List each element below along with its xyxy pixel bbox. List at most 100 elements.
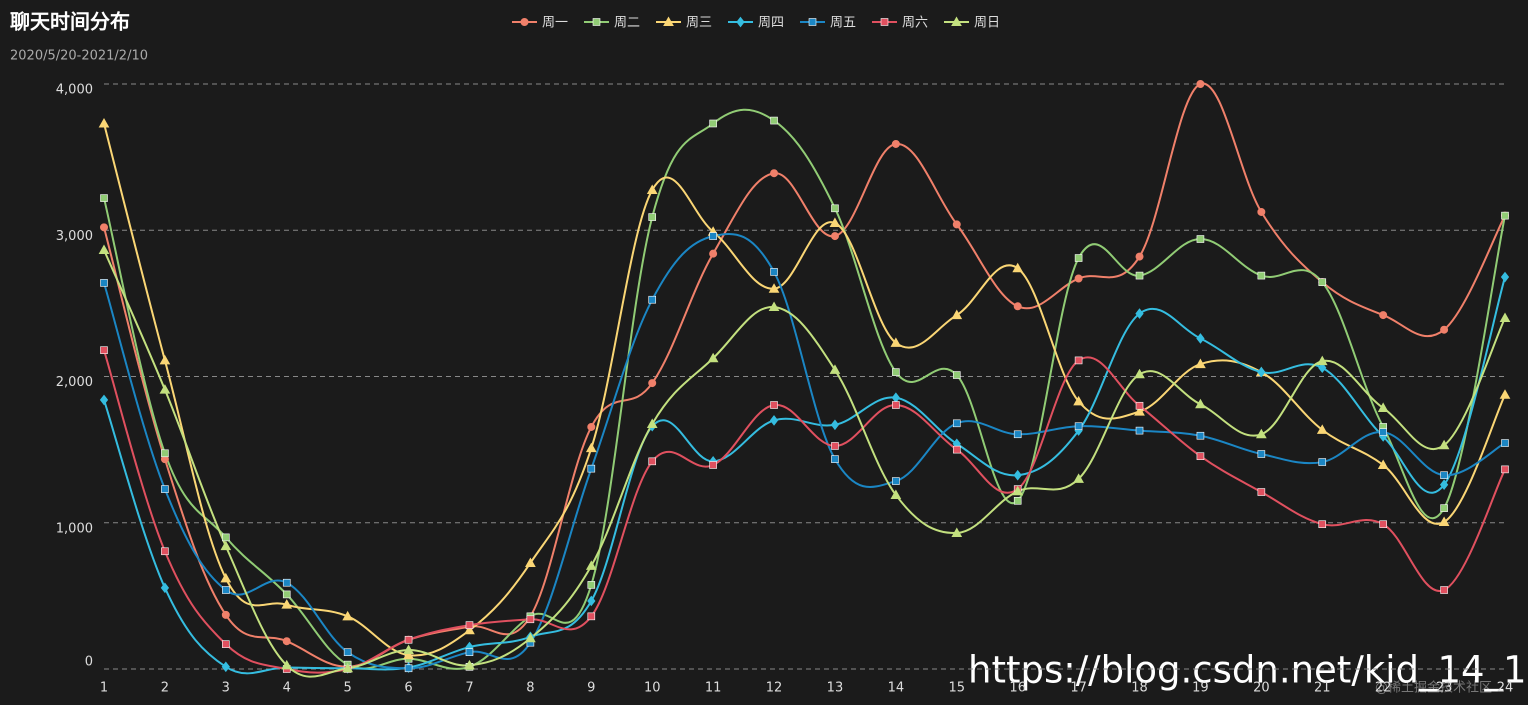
marker	[1135, 271, 1144, 280]
marker	[1439, 479, 1449, 491]
x-tick-label: 13	[827, 681, 844, 696]
marker	[585, 560, 597, 570]
marker	[892, 477, 900, 485]
marker	[1499, 389, 1511, 399]
marker	[1440, 471, 1448, 480]
marker	[222, 586, 230, 594]
marker	[464, 659, 475, 670]
marker	[160, 582, 170, 594]
marker	[808, 18, 817, 26]
marker	[951, 309, 963, 320]
x-tick-label: 18	[1131, 681, 1148, 696]
marker	[1013, 497, 1022, 505]
x-tick-label: 22	[1375, 681, 1392, 696]
marker	[1074, 254, 1083, 262]
marker	[525, 557, 536, 567]
marker	[648, 213, 657, 221]
x-tick-label: 1	[100, 681, 108, 696]
marker	[1438, 439, 1450, 450]
marker	[648, 295, 657, 304]
marker	[1379, 520, 1387, 529]
marker	[1134, 368, 1145, 379]
marker	[1501, 439, 1509, 447]
marker	[585, 442, 597, 453]
x-tick-label: 20	[1253, 681, 1270, 696]
marker	[98, 117, 110, 128]
marker	[892, 401, 900, 409]
marker	[1316, 355, 1328, 366]
marker	[1074, 356, 1083, 365]
y-tick-label: 1,000	[56, 521, 93, 536]
marker	[1196, 452, 1205, 461]
marker	[831, 204, 839, 213]
marker	[1318, 458, 1327, 466]
x-tick-label: 16	[1009, 681, 1026, 696]
watermark: https://blog.csdn.net/kid_14_12	[968, 649, 1528, 692]
legend-item: 周三	[656, 16, 712, 31]
marker	[709, 249, 718, 258]
x-tick-label: 19	[1192, 681, 1209, 696]
series-line	[103, 249, 1506, 678]
marker	[1377, 459, 1389, 469]
marker	[281, 659, 293, 670]
marker	[830, 419, 840, 431]
legend-label: 周日	[974, 16, 1000, 31]
marker	[1196, 431, 1205, 440]
marker	[1257, 366, 1266, 378]
marker	[1012, 262, 1024, 273]
marker	[1074, 422, 1083, 431]
marker	[100, 194, 108, 202]
marker	[282, 590, 291, 599]
watermark: @稀土掘金技术社区	[1375, 680, 1492, 696]
series-line	[103, 82, 1506, 668]
x-tick-label: 15	[949, 681, 966, 696]
marker	[1257, 488, 1266, 496]
marker	[465, 648, 474, 656]
marker	[221, 610, 230, 619]
marker	[525, 632, 536, 643]
x-tick-label: 9	[587, 681, 595, 696]
marker	[770, 401, 778, 409]
marker	[1440, 586, 1448, 594]
marker	[1257, 271, 1266, 280]
marker	[709, 461, 717, 469]
marker	[831, 455, 839, 463]
marker	[342, 610, 354, 621]
legend-label: 周二	[614, 16, 640, 31]
marker	[646, 418, 658, 429]
marker	[1074, 274, 1083, 283]
legend-label: 周六	[902, 16, 928, 31]
marker	[404, 635, 413, 644]
marker	[100, 223, 108, 232]
marker	[891, 392, 901, 404]
marker	[951, 527, 963, 537]
legend-label: 周三	[686, 16, 712, 31]
marker	[1318, 362, 1327, 374]
marker	[161, 485, 169, 493]
chart-subtitle: 2020/5/20-2021/2/10	[10, 49, 148, 64]
marker	[769, 415, 779, 426]
x-tick-label: 12	[766, 681, 783, 696]
marker	[342, 662, 354, 673]
x-tick-label: 10	[644, 681, 661, 696]
marker	[1196, 333, 1205, 344]
marker	[1196, 80, 1205, 88]
marker	[1195, 398, 1206, 409]
marker	[770, 116, 778, 125]
marker	[1073, 473, 1084, 483]
marker	[526, 615, 535, 624]
marker	[1013, 430, 1022, 439]
marker	[1255, 428, 1267, 439]
marker	[830, 232, 839, 241]
marker	[892, 368, 900, 376]
marker	[587, 595, 596, 607]
x-tick-label: 21	[1314, 681, 1331, 696]
marker	[1440, 504, 1448, 512]
x-tick-label: 11	[705, 681, 722, 696]
marker	[222, 533, 230, 542]
series-line	[103, 108, 1506, 670]
x-tick-label: 23	[1436, 681, 1453, 696]
marker	[952, 419, 961, 428]
marker	[404, 664, 413, 673]
